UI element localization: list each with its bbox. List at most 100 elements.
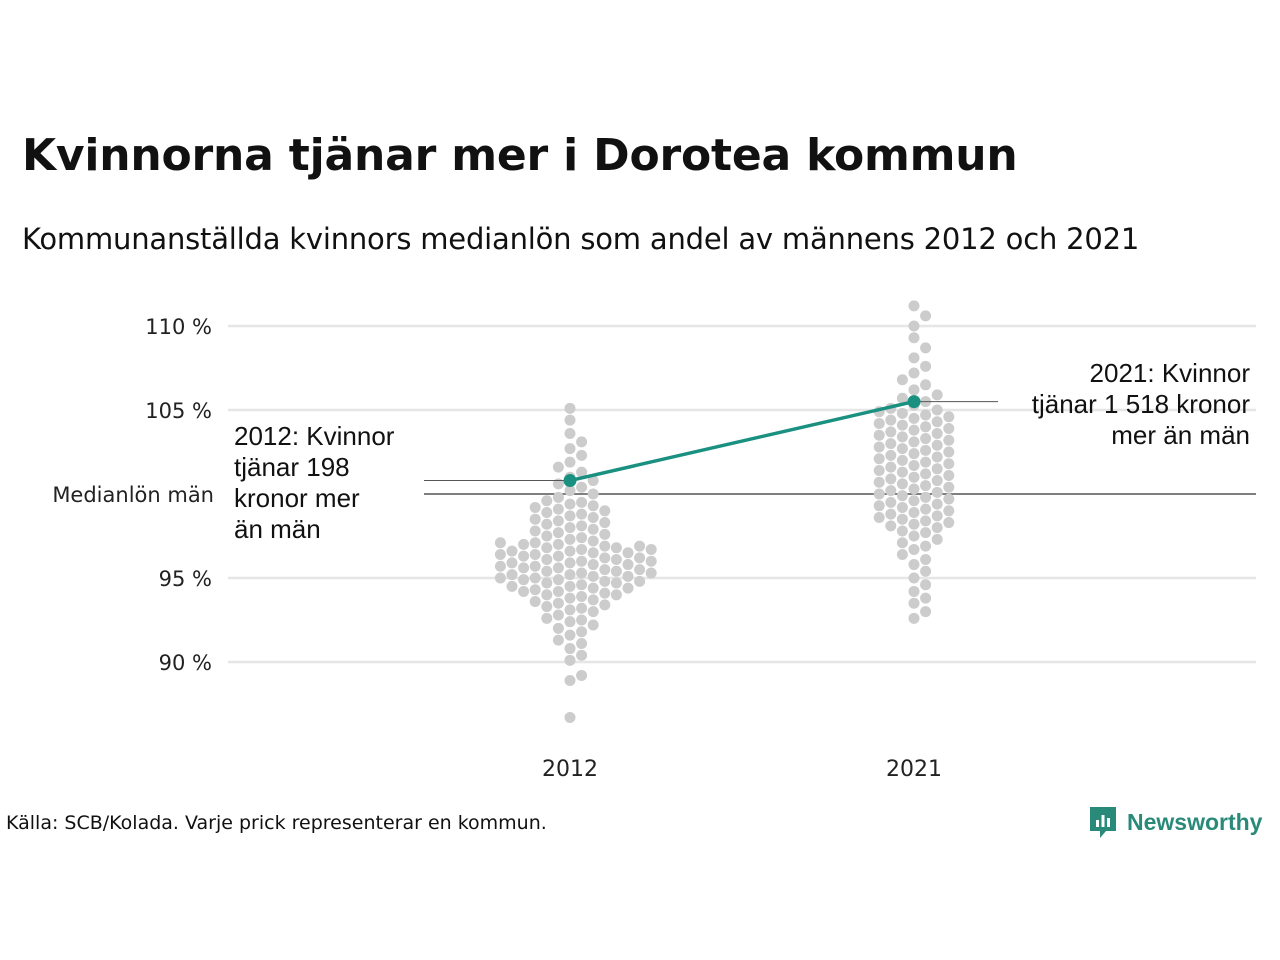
municipality-dot bbox=[634, 552, 646, 564]
municipality-dot bbox=[541, 565, 553, 577]
municipality-dot bbox=[908, 300, 920, 312]
municipality-dot bbox=[908, 572, 920, 584]
municipality-dot bbox=[931, 389, 943, 401]
annotation-2012-line: än män bbox=[234, 514, 321, 544]
municipality-dot bbox=[576, 579, 588, 591]
municipality-dot bbox=[885, 520, 897, 532]
municipality-dot bbox=[896, 501, 908, 513]
municipality-dot bbox=[529, 525, 541, 537]
municipality-dot bbox=[541, 495, 553, 507]
municipality-dot bbox=[885, 508, 897, 520]
municipality-dot bbox=[529, 596, 541, 608]
annotation-2021: 2021: Kvinnor tjänar 1 518 kronor mer än m… bbox=[1032, 358, 1251, 450]
municipality-dot bbox=[873, 500, 885, 512]
municipality-dot bbox=[494, 572, 506, 584]
municipality-dot bbox=[896, 407, 908, 419]
municipality-dot bbox=[541, 518, 553, 530]
municipality-dot bbox=[896, 419, 908, 431]
municipality-dot bbox=[494, 560, 506, 572]
municipality-dot bbox=[943, 493, 955, 505]
municipality-dot bbox=[908, 518, 920, 530]
municipality-dot bbox=[896, 537, 908, 549]
chart-subtitle: Kommunanställda kvinnors medianlön som a… bbox=[22, 222, 1140, 256]
municipality-dot bbox=[920, 480, 932, 492]
municipality-dot bbox=[622, 582, 634, 594]
municipality-dot bbox=[564, 510, 576, 522]
municipality-dot bbox=[931, 428, 943, 440]
municipality-dot bbox=[931, 475, 943, 487]
municipality-dot bbox=[931, 510, 943, 522]
municipality-dots bbox=[494, 300, 955, 723]
municipality-dot bbox=[599, 552, 611, 564]
municipality-dot bbox=[564, 654, 576, 666]
municipality-dot bbox=[529, 513, 541, 525]
municipality-dot bbox=[920, 554, 932, 566]
municipality-dot bbox=[943, 446, 955, 458]
municipality-dot bbox=[908, 332, 920, 344]
municipality-dot bbox=[564, 545, 576, 557]
municipality-dot bbox=[529, 560, 541, 572]
annotation-2012: 2012: Kvinnor tjänar 198 kronor mer än män bbox=[234, 421, 395, 544]
annotation-2012-line: tjänar 198 bbox=[234, 452, 350, 482]
municipality-dot bbox=[610, 577, 622, 589]
municipality-dot bbox=[564, 711, 576, 723]
municipality-dot bbox=[541, 554, 553, 566]
newsworthy-logo-icon bbox=[1090, 807, 1116, 838]
municipality-dot bbox=[587, 512, 599, 524]
municipality-dot bbox=[943, 422, 955, 434]
municipality-dot bbox=[541, 542, 553, 554]
municipality-dot bbox=[622, 547, 634, 559]
municipality-dot bbox=[587, 559, 599, 571]
municipality-dot bbox=[920, 579, 932, 591]
municipality-dot bbox=[576, 496, 588, 508]
municipality-dot bbox=[564, 604, 576, 616]
brand-name: Newsworthy bbox=[1127, 808, 1263, 835]
municipality-dot bbox=[564, 674, 576, 686]
x-tick-label: 2021 bbox=[886, 757, 942, 782]
municipality-dot bbox=[552, 515, 564, 527]
municipality-dot bbox=[529, 572, 541, 584]
municipality-dot bbox=[576, 543, 588, 555]
municipality-dot bbox=[587, 582, 599, 594]
municipality-dot bbox=[576, 532, 588, 544]
municipality-dot bbox=[564, 485, 576, 497]
municipality-dot bbox=[541, 601, 553, 613]
municipality-dot bbox=[576, 508, 588, 520]
axis-labels: 90 % 95 % 105 % 110 % Medianlön män 2012 2021 bbox=[52, 315, 942, 782]
brand-logo[interactable]: Newsworthy bbox=[1088, 804, 1262, 840]
municipality-dot bbox=[564, 629, 576, 641]
y-tick-label: 95 % bbox=[159, 567, 212, 591]
municipality-dot bbox=[931, 451, 943, 463]
municipality-dot bbox=[920, 409, 932, 421]
municipality-dot bbox=[587, 606, 599, 618]
municipality-dot bbox=[920, 592, 932, 604]
municipality-dot bbox=[645, 555, 657, 567]
municipality-dot bbox=[896, 513, 908, 525]
municipality-dot bbox=[552, 585, 564, 597]
municipality-dot bbox=[541, 530, 553, 542]
municipality-dot bbox=[908, 448, 920, 460]
municipality-dot bbox=[634, 575, 646, 587]
municipality-dot bbox=[908, 612, 920, 624]
municipality-dot bbox=[610, 542, 622, 554]
municipality-dot bbox=[908, 543, 920, 555]
municipality-dot bbox=[564, 569, 576, 581]
municipality-dot bbox=[541, 612, 553, 624]
municipality-dot bbox=[908, 506, 920, 518]
municipality-dot bbox=[896, 431, 908, 443]
municipality-dot bbox=[576, 590, 588, 602]
annotation-2021-line: mer än män bbox=[1111, 420, 1250, 450]
municipality-dot bbox=[564, 643, 576, 655]
dorotea-point-2021 bbox=[907, 395, 921, 409]
municipality-dot bbox=[931, 416, 943, 428]
municipality-dot bbox=[587, 547, 599, 559]
municipality-dot bbox=[506, 580, 518, 592]
municipality-dot bbox=[931, 498, 943, 510]
municipality-dot bbox=[576, 669, 588, 681]
municipality-dot bbox=[920, 491, 932, 503]
municipality-dot bbox=[529, 537, 541, 549]
municipality-dot bbox=[541, 589, 553, 601]
municipality-dot bbox=[873, 476, 885, 488]
municipality-dot bbox=[599, 505, 611, 517]
municipality-dot bbox=[873, 488, 885, 500]
